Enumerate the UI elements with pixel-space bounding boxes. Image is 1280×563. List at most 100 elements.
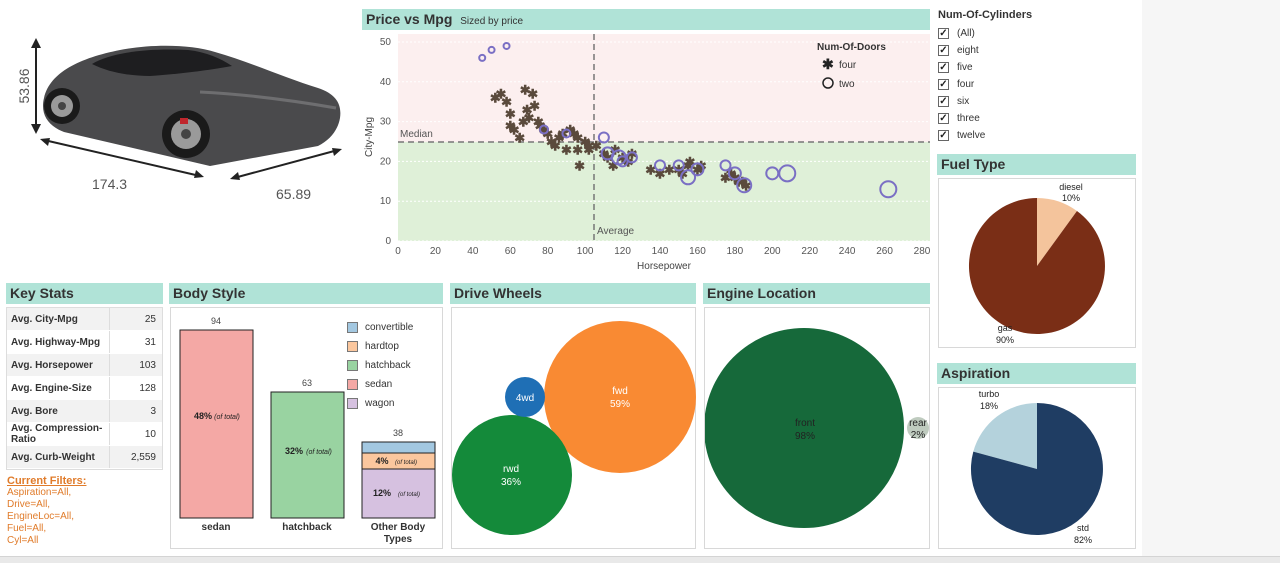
star-point[interactable]: ✱ <box>535 119 546 134</box>
star-point[interactable]: ✱ <box>490 91 501 106</box>
star-point[interactable]: ✱ <box>568 127 579 142</box>
bubble-4wd[interactable] <box>505 377 545 417</box>
star-point[interactable]: ✱ <box>683 158 694 173</box>
gas-slice[interactable] <box>968 197 1105 334</box>
star-point[interactable]: ✱ <box>505 107 516 122</box>
star-point[interactable]: ✱ <box>520 83 531 98</box>
circle-point[interactable] <box>561 128 572 139</box>
checkbox-checked-icon[interactable]: ✓ <box>938 45 949 56</box>
star-point[interactable]: ✱ <box>522 103 533 118</box>
star-point[interactable]: ✱ <box>602 150 613 165</box>
circle-point[interactable] <box>778 164 797 183</box>
bar-hatchback[interactable] <box>270 391 345 519</box>
star-point[interactable]: ✱ <box>542 127 553 142</box>
fuel-pie[interactable]: diesel 10% gas 90% <box>939 179 1137 349</box>
circle-point[interactable] <box>654 159 666 172</box>
legend-wagon[interactable]: wagon <box>347 394 437 413</box>
star-point[interactable]: ✱ <box>533 115 544 130</box>
circle-point[interactable] <box>487 45 496 54</box>
checkbox-checked-icon[interactable]: ✓ <box>938 113 949 124</box>
star-point[interactable]: ✱ <box>572 131 583 146</box>
cylinder-option[interactable]: ✓ four <box>938 76 1098 93</box>
star-point[interactable]: ✱ <box>617 150 628 165</box>
body-style-panel[interactable]: 94 48% (of total) sedan 63 32% (of total… <box>170 307 443 549</box>
legend-convertible[interactable]: convertible <box>347 318 437 337</box>
star-point[interactable]: ✱ <box>518 115 529 130</box>
star-point[interactable]: ✱ <box>509 123 520 138</box>
circle-point[interactable] <box>879 180 898 199</box>
star-point[interactable]: ✱ <box>684 154 695 169</box>
checkbox-checked-icon[interactable]: ✓ <box>938 130 949 141</box>
circle-point[interactable] <box>625 151 638 164</box>
star-point[interactable]: ✱ <box>546 134 557 149</box>
star-point[interactable]: ✱ <box>583 138 594 153</box>
current-filters-title[interactable]: Current Filters: <box>7 475 87 487</box>
star-point[interactable]: ✱ <box>591 138 602 153</box>
diesel-slice[interactable] <box>1037 198 1077 266</box>
checkbox-checked-icon[interactable]: ✓ <box>938 96 949 107</box>
star-point[interactable]: ✱ <box>608 158 619 173</box>
circle-point[interactable] <box>538 124 549 135</box>
drive-wheels-panel[interactable]: fwd 59% rwd 36% 4wd <box>451 307 696 549</box>
star-point[interactable]: ✱ <box>737 174 748 189</box>
star-point[interactable]: ✱ <box>626 146 637 161</box>
circle-point[interactable] <box>719 159 732 172</box>
bubble-front[interactable] <box>704 328 904 528</box>
circle-point[interactable] <box>736 177 753 194</box>
circle-point[interactable] <box>680 169 697 186</box>
legend-sedan[interactable]: sedan <box>347 375 437 394</box>
star-point[interactable]: ✱ <box>741 178 752 193</box>
aspiration-panel[interactable]: turbo 18% std 82% <box>938 387 1136 549</box>
star-point[interactable]: ✱ <box>645 162 656 177</box>
engine-location-bubbles[interactable]: front 98% rear 2% <box>704 308 931 550</box>
star-point[interactable]: ✱ <box>527 87 538 102</box>
star-point[interactable]: ✱ <box>495 87 506 102</box>
star-point[interactable]: ✱ <box>574 158 585 173</box>
scatter-svg[interactable]: Median Average ✱✱✱✱✱✱✱✱✱✱✱✱✱✱✱✱✱✱✱✱✱✱✱✱✱… <box>362 31 931 275</box>
star-point[interactable]: ✱ <box>664 162 675 177</box>
checkbox-checked-icon[interactable]: ✓ <box>938 79 949 90</box>
star-point[interactable]: ✱ <box>726 166 737 181</box>
star-point[interactable]: ✱ <box>553 131 564 146</box>
star-point[interactable]: ✱ <box>505 119 516 134</box>
body-style-chart[interactable]: 94 48% (of total) sedan 63 32% (of total… <box>171 308 444 550</box>
star-point[interactable]: ✱ <box>572 142 583 157</box>
circle-point[interactable] <box>597 131 610 144</box>
star-point[interactable]: ✱ <box>514 131 525 146</box>
scatter-plot[interactable]: Median Average ✱ ✱ ✱ ✱ ✱ ✱ ✱ ✱ ✱ ✱ ✱ ✱ ✱ ✱ ✱ ✱ ✱ ✱ ✱ ✱ ✱ ✱ ✱ ✱ ✱… <box>362 31 931 275</box>
star-point[interactable]: ✱ <box>539 123 550 138</box>
star-point[interactable]: ✱ <box>729 170 740 185</box>
star-point[interactable]: ✱ <box>524 111 535 126</box>
star-point[interactable]: ✱ <box>550 138 561 153</box>
star-point[interactable]: ✱ <box>501 95 512 110</box>
star-point[interactable]: ✱ <box>583 142 594 157</box>
bar-sedan[interactable] <box>179 329 254 519</box>
cylinder-option[interactable]: ✓ eight <box>938 42 1098 59</box>
circle-point[interactable] <box>727 166 742 181</box>
star-point[interactable]: ✱ <box>598 146 609 161</box>
engine-location-panel[interactable]: front 98% rear 2% <box>704 307 930 549</box>
cylinder-option[interactable]: ✓ six <box>938 93 1098 110</box>
cylinder-option[interactable]: ✓ three <box>938 110 1098 127</box>
star-point[interactable]: ✱ <box>655 166 666 181</box>
star-point[interactable]: ✱ <box>565 123 576 138</box>
fuel-type-panel[interactable]: diesel 10% gas 90% <box>938 178 1136 348</box>
circle-point[interactable] <box>690 162 705 177</box>
checkbox-checked-icon[interactable]: ✓ <box>938 28 949 39</box>
turbo-slice[interactable] <box>973 403 1037 469</box>
legend-hardtop[interactable]: hardtop <box>347 337 437 356</box>
star-point[interactable]: ✱ <box>561 142 572 157</box>
cylinder-option[interactable]: ✓ twelve <box>938 127 1098 144</box>
circle-point[interactable] <box>672 159 685 172</box>
bubble-rear[interactable] <box>907 417 929 439</box>
bubble-fwd[interactable] <box>544 321 696 473</box>
cylinder-option[interactable]: ✓ five <box>938 59 1098 76</box>
circle-point[interactable] <box>478 53 487 62</box>
bar-other-convertible[interactable] <box>361 441 436 454</box>
star-point[interactable]: ✱ <box>529 99 540 114</box>
star-point[interactable]: ✱ <box>580 134 591 149</box>
star-point[interactable]: ✱ <box>692 162 703 177</box>
bar-other-wagon[interactable] <box>361 468 436 519</box>
legend-hatchback[interactable]: hatchback <box>347 356 437 375</box>
cylinder-option[interactable]: ✓ (All) <box>938 25 1098 42</box>
